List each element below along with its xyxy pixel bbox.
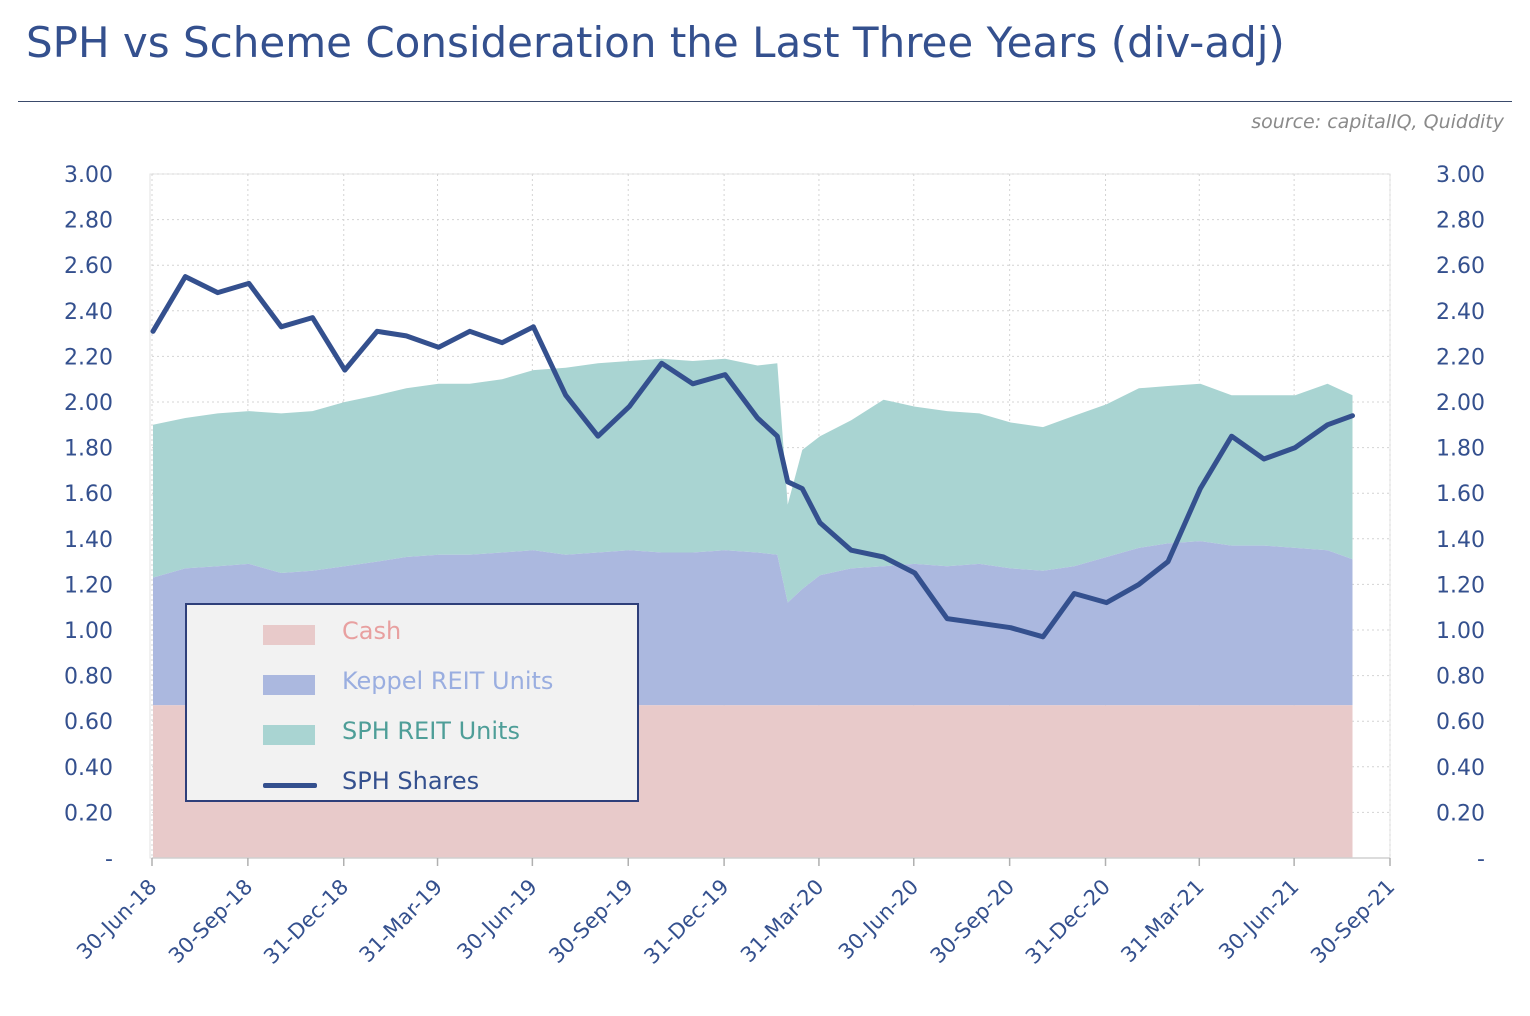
line-sph-shares [150,274,1355,640]
legend-swatch-sph-shares [263,783,317,788]
x-tick-label: 30-Jun-18 [72,875,162,965]
stacked-areas [153,358,1353,858]
legend-item-sph-shares: SPH Shares [187,761,637,801]
y-tick-label-left: 2.80 [64,209,113,234]
x-tick-label: 30-Sep-18 [164,875,257,968]
sph-shares-line-layer [150,274,1355,640]
y-tick-label-left: 1.20 [64,573,113,598]
x-tick-label: 30-Jun-21 [1214,875,1304,965]
y-tick-label-left: 0.60 [64,710,113,735]
source-note: source: capitalIQ, Quiddity [1251,111,1504,133]
y-tick-label-left: 1.00 [64,619,113,644]
area-sph-reit-units [153,358,1353,603]
x-tick-label: 30-Jun-19 [452,875,542,965]
y-tick-label-right: 0.40 [1436,756,1485,781]
x-tick-label: 31-Dec-20 [1021,875,1115,969]
legend-label-keppel: Keppel REIT Units [342,667,554,695]
y-tick-label-right: 1.00 [1436,619,1485,644]
y-tick-label-left: 2.40 [64,300,113,325]
y-tick-label-left: 3.00 [64,163,113,188]
x-tick-label: 30-Jun-20 [834,875,924,965]
y-tick-label-right: 1.60 [1436,482,1485,507]
x-tick-label: 31-Mar-19 [355,875,448,968]
y-tick-label-left: 2.60 [64,254,113,279]
x-tick-label: 30-Sep-20 [926,875,1019,968]
legend-item-cash: Cash [187,611,637,651]
title-divider [18,101,1512,102]
y-tick-label-right: 1.40 [1436,528,1485,553]
y-tick-label-right: 1.80 [1436,437,1485,462]
y-tick-label-left: 0.40 [64,756,113,781]
legend-swatch-keppel [263,675,315,695]
legend-label-cash: Cash [342,617,402,645]
y-tick-label-right: 0.80 [1436,665,1485,690]
x-tick-label: 31-Mar-21 [1116,875,1209,968]
y-tick-label-right: 0.60 [1436,710,1485,735]
y-tick-label-right: 2.60 [1436,254,1485,279]
y-tick-label-left: 1.80 [64,437,113,462]
x-tick-label: 31-Dec-18 [259,875,353,969]
y-tick-label-left: 2.00 [64,391,113,416]
y-tick-label-right: 0.20 [1436,801,1485,826]
legend-item-keppel: Keppel REIT Units [187,661,637,701]
x-tick-label: 31-Dec-19 [639,875,733,969]
y-tick-label-right: 2.00 [1436,391,1485,416]
legend-item-sph-reit: SPH REIT Units [187,711,637,751]
y-tick-label-right: 2.20 [1436,345,1485,370]
y-tick-label-left: 0.80 [64,665,113,690]
x-tick-label: 31-Mar-20 [736,875,829,968]
y-tick-label-left: 1.40 [64,528,113,553]
chart-title: SPH vs Scheme Consideration the Last Thr… [26,18,1285,67]
y-tick-label-right: - [1477,847,1485,872]
y-tick-label-right: 3.00 [1436,163,1485,188]
legend: Cash Keppel REIT Units SPH REIT Units SP… [185,603,639,802]
y-tick-label-left: 0.20 [64,801,113,826]
y-tick-label-right: 2.80 [1436,209,1485,234]
legend-label-sph-shares: SPH Shares [342,767,480,795]
y-tick-label-left: 2.20 [64,345,113,370]
y-tick-label-right: 2.40 [1436,300,1485,325]
y-tick-label-left: - [105,847,113,872]
legend-swatch-cash [263,625,315,645]
y-tick-label-left: 1.60 [64,482,113,507]
x-tick-label: 30-Sep-19 [544,875,637,968]
y-tick-label-right: 1.20 [1436,573,1485,598]
legend-swatch-sph-reit [263,725,315,745]
x-tick-label: 30-Sep-21 [1306,875,1399,968]
legend-label-sph-reit: SPH REIT Units [342,717,520,745]
